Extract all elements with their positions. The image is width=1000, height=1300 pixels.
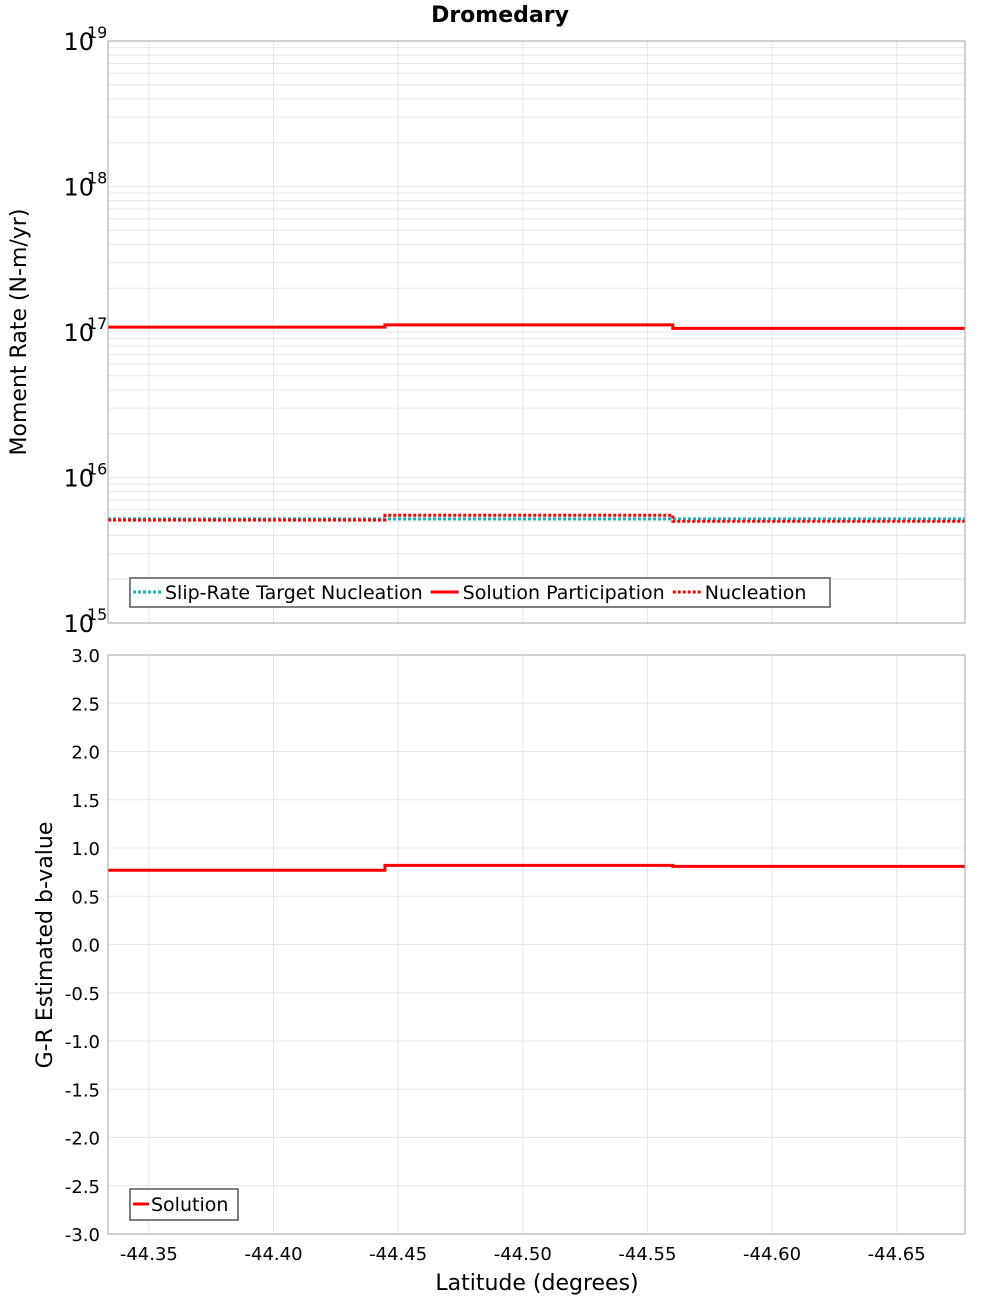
x-tick-label: -44.45	[369, 1244, 427, 1265]
b-value-y-ticks: 3.0 2.5 2.0 1.5 1.0 0.5 0.0 -0.5 -1.0 -1.5 -2.0 -2.…	[65, 646, 100, 1246]
x-tick-label: -44.65	[868, 1244, 926, 1265]
svg-text:15: 15	[87, 605, 107, 624]
b-value-panel: 3.0 2.5 2.0 1.5 1.0 0.5 0.0 -0.5 -1.0 -1.5 -2.0 -2.…	[33, 646, 965, 1246]
svg-text:19: 19	[87, 23, 107, 42]
series-solution	[108, 865, 965, 870]
legend-label: Nucleation	[705, 582, 807, 604]
x-tick-label: -44.60	[743, 1244, 801, 1265]
y-tick-label: 2.5	[71, 694, 100, 715]
svg-text:16: 16	[87, 460, 107, 479]
x-tick-label: -44.35	[120, 1244, 178, 1265]
x-tick-label: -44.55	[618, 1244, 676, 1265]
legend-label: Slip-Rate Target Nucleation	[165, 582, 423, 604]
b-value-y-axis-label: G-R Estimated b-value	[33, 822, 58, 1069]
y-tick-label: -1.5	[65, 1080, 100, 1101]
chart-title: Dromedary	[431, 3, 569, 28]
y-tick-label: -2.0	[65, 1129, 100, 1150]
y-tick-label: 0.5	[71, 887, 100, 908]
x-axis-ticks: -44.35 -44.40 -44.45 -44.50 -44.55 -44.60 -44.…	[120, 1244, 926, 1265]
legend-label: Solution	[151, 1194, 228, 1216]
series-nucleation	[108, 515, 965, 521]
moment-rate-legend: Slip-Rate Target Nucleation Solution Part…	[130, 578, 830, 607]
y-tick-label: 1.0	[71, 839, 100, 860]
y-tick-label: -3.0	[65, 1225, 100, 1246]
y-tick-label: 1017	[63, 314, 107, 347]
moment-rate-y-ticks: 1019 1018 1017 1016 1015	[63, 23, 107, 638]
svg-text:17: 17	[87, 314, 107, 333]
y-tick-label: 0.0	[71, 936, 100, 957]
y-tick-label: 1015	[63, 605, 107, 638]
series-solution-participation	[108, 325, 965, 328]
legend-label: Solution Participation	[463, 582, 665, 604]
b-value-grid	[108, 655, 965, 1234]
y-tick-label: 3.0	[71, 646, 100, 667]
legend-entry: Solution Participation	[431, 582, 665, 604]
x-tick-label: -44.40	[245, 1244, 303, 1265]
x-tick-label: -44.50	[494, 1244, 552, 1265]
y-tick-label: 1016	[63, 460, 107, 493]
legend-entry: Slip-Rate Target Nucleation	[133, 582, 423, 604]
y-tick-label: -2.5	[65, 1177, 100, 1198]
moment-rate-y-axis-label: Moment Rate (N-m/yr)	[7, 209, 32, 456]
moment-rate-grid	[108, 41, 965, 623]
b-value-legend: Solution	[130, 1189, 238, 1220]
y-tick-label: 2.0	[71, 743, 100, 764]
x-axis-label: Latitude (degrees)	[435, 1271, 638, 1296]
y-tick-label: 1018	[63, 169, 107, 202]
y-tick-label: 1019	[63, 23, 107, 56]
b-value-series	[108, 865, 965, 870]
y-tick-label: -0.5	[65, 984, 100, 1005]
y-tick-label: -1.0	[65, 1032, 100, 1053]
chart-canvas: Dromedary 1019 1018 1017 1016 1015 Moment Ra…	[0, 0, 1000, 1300]
y-tick-label: 1.5	[71, 791, 100, 812]
moment-rate-panel: 1019 1018 1017 1016 1015 Moment Rate (N-m/yr…	[7, 23, 965, 638]
svg-text:18: 18	[87, 169, 107, 188]
